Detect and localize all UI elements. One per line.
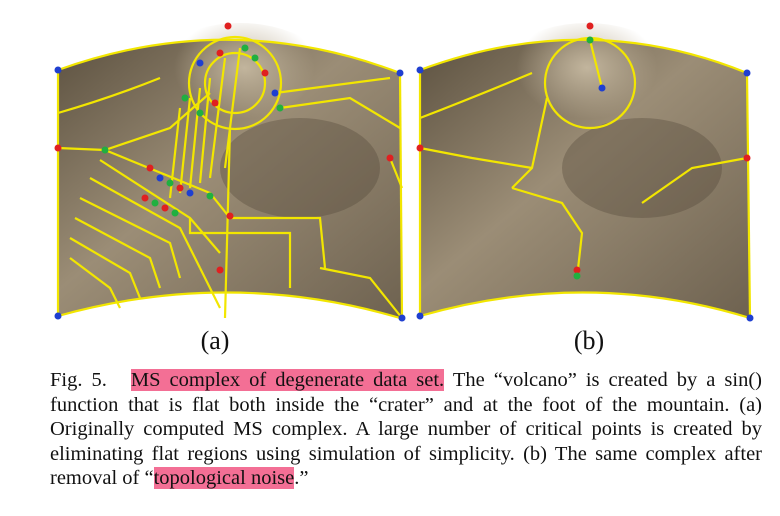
caption-highlight-1: MS complex of degenerate data set. [130, 369, 445, 391]
subfigure-a-label: (a) [200, 326, 230, 355]
critical-points [54, 22, 406, 322]
figure-caption: Fig. 5. MS complex of degenerate data set… [50, 368, 762, 491]
surface [58, 23, 402, 318]
critical-points [416, 22, 754, 322]
subfigure-b-label: (b) [573, 326, 605, 355]
caption-text-2: .” [294, 467, 309, 489]
figure-number: Fig. 5. [50, 369, 107, 391]
surface [420, 23, 750, 318]
caption-highlight-2: topological noise [153, 467, 295, 489]
ms-complex-original-image [54, 22, 406, 322]
ms-complex-simplified-image [416, 22, 754, 322]
caption-text-1: The “volcano” is created by a sin() func… [50, 369, 762, 489]
